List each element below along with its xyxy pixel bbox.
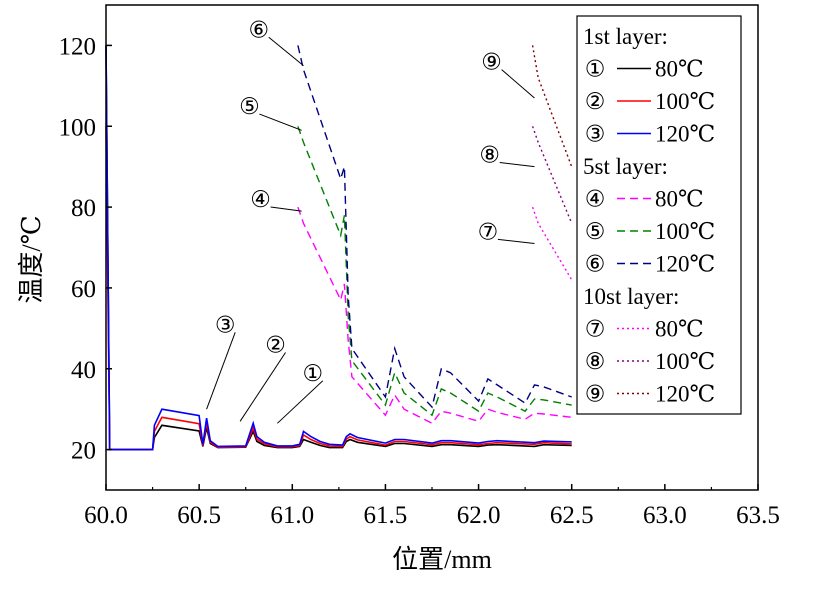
annotation-label: ② — [265, 333, 286, 358]
series-line-1 — [105, 45, 572, 451]
annotation-layer: ①② ③ ④ ⑤ ⑥ ⑦ ⑧ ⑨ — [206, 17, 535, 424]
series-line-3 — [105, 45, 572, 451]
annotation-leader — [501, 69, 535, 99]
y-tick-label: 40 — [71, 357, 96, 384]
tick-layer: 60.0 60.5 61.0 61.5 62.0 62.5 63.0 63.5 20 40 60 80… — [59, 33, 780, 529]
series-layer — [105, 45, 573, 451]
legend-symbol: ⑧ — [585, 349, 606, 374]
y-tick-label: 60 — [71, 276, 96, 303]
legend-entry-label: 80℃ — [655, 187, 704, 212]
x-tick-label: 61.5 — [364, 502, 408, 529]
legend: 1st layer: ① 80℃ ② 100℃ ③ 120℃ 5st layer: ④ 80℃ ⑤ 1… — [576, 15, 742, 415]
series-line-4 — [297, 206, 572, 425]
x-tick-label: 60.0 — [84, 502, 128, 529]
y-tick-label: 120 — [59, 33, 97, 60]
legend-box — [576, 15, 742, 415]
y-tick-label: 80 — [71, 195, 96, 222]
legend-group-header: 1st layer: — [583, 24, 668, 49]
annotation-leader — [277, 380, 324, 424]
annotation-label: ⑨ — [481, 50, 502, 75]
legend-group-header: 10st layer: — [583, 284, 679, 309]
annotation-label: ⑦ — [478, 219, 499, 244]
legend-entry-label: 120℃ — [655, 382, 715, 407]
legend-symbol: ⑤ — [585, 219, 606, 244]
legend-group-header: 5st layer: — [583, 154, 668, 179]
x-tick-label: 63.5 — [736, 502, 780, 529]
annotation-label: ③ — [215, 312, 236, 337]
y-tick-label: 100 — [59, 114, 97, 141]
annotation-label: ① — [302, 361, 323, 386]
annotation-label: ⑧ — [479, 143, 500, 168]
legend-symbol: ③ — [585, 122, 606, 147]
legend-symbol: ⑦ — [585, 317, 606, 342]
annotation-label: ⑤ — [239, 94, 260, 119]
annotation-leader — [497, 238, 535, 244]
x-axis-title: 位置/mm — [392, 545, 492, 574]
x-tick-label: 63.0 — [643, 502, 687, 529]
legend-entry-label: 100℃ — [655, 89, 715, 114]
series-line-2 — [105, 126, 572, 451]
annotation-leader — [270, 206, 302, 212]
x-tick-label: 61.0 — [270, 502, 314, 529]
legend-entry-label: 80℃ — [655, 317, 704, 342]
annotation-label: ⑥ — [248, 17, 269, 42]
legend-symbol: ⑨ — [585, 382, 606, 407]
x-tick-label: 62.5 — [550, 502, 594, 529]
x-tick-label: 62.0 — [457, 502, 501, 529]
legend-entry-label: 120℃ — [655, 122, 715, 147]
annotation-leader — [206, 332, 236, 410]
x-tick-label: 60.5 — [177, 502, 221, 529]
series-line-7 — [531, 206, 573, 281]
series-line-8 — [531, 126, 573, 224]
legend-entry-label: 100℃ — [655, 219, 715, 244]
legend-symbol: ④ — [585, 187, 606, 212]
annotation-label: ④ — [250, 187, 271, 212]
annotation-leader — [268, 36, 304, 67]
annotation-leader — [499, 162, 535, 168]
annotation-leader — [259, 113, 302, 131]
legend-symbol: ⑥ — [585, 252, 606, 277]
legend-entry-label: 100℃ — [655, 349, 715, 374]
y-axis-title: 温度/℃ — [17, 215, 46, 303]
legend-symbol: ② — [585, 89, 606, 114]
series-line-5 — [297, 126, 572, 417]
series-line-9 — [531, 45, 573, 167]
series-line-6 — [297, 45, 572, 409]
legend-symbol: ① — [585, 57, 606, 82]
y-tick-label: 20 — [71, 438, 96, 465]
legend-entry-label: 80℃ — [655, 57, 704, 82]
legend-entry-label: 120℃ — [655, 252, 715, 277]
annotation-leader — [239, 352, 286, 422]
